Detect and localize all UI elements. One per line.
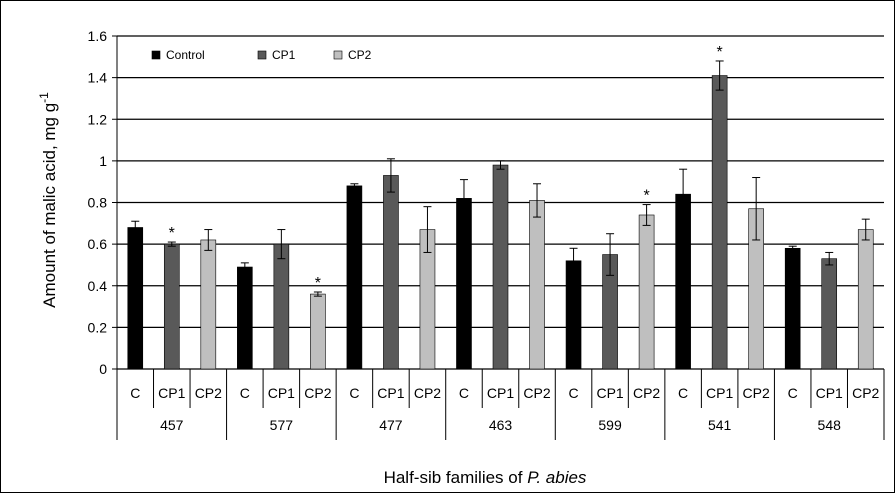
x-category-label: CP2 xyxy=(523,385,550,401)
x-category-label: C xyxy=(130,385,140,401)
bar xyxy=(346,185,363,370)
legend-label: CP1 xyxy=(272,48,296,62)
y-axis: 0 0.2 0.4 0.6 0.8 1 1.2 1.4 1.6 xyxy=(88,28,118,377)
error-bars-layer: * * * * xyxy=(131,44,870,297)
x-group-label: 599 xyxy=(598,417,622,433)
bar xyxy=(200,239,217,370)
x-category-label: CP1 xyxy=(158,385,185,401)
bar xyxy=(492,164,509,370)
x-category-label: C xyxy=(349,385,359,401)
significance-mark: * xyxy=(169,225,175,242)
x-axis: C CP1 CP2 457 C CP1 CP2 577 C CP1 CP2 477 C CP1 CP2 463… xyxy=(116,369,885,440)
y-tick-label: 0.4 xyxy=(88,278,108,294)
x-category-label: C xyxy=(459,385,469,401)
bar xyxy=(711,75,728,370)
x-category-label: C xyxy=(678,385,688,401)
x-category-label: CP1 xyxy=(816,385,843,401)
x-group-label: 541 xyxy=(708,417,732,433)
y-tick-label: 1.6 xyxy=(88,28,108,44)
x-group-label: 457 xyxy=(160,417,184,433)
x-category-label: CP2 xyxy=(633,385,660,401)
x-category-label: CP1 xyxy=(268,385,295,401)
x-category-label: CP1 xyxy=(706,385,733,401)
y-tick-label: 0.2 xyxy=(88,319,108,335)
x-category-label: C xyxy=(568,385,578,401)
y-tick-label: 0.8 xyxy=(88,195,108,211)
bar xyxy=(383,175,399,370)
bar xyxy=(456,198,472,370)
bar xyxy=(675,193,691,370)
bar xyxy=(565,260,582,370)
bar xyxy=(127,227,144,370)
x-group-label: 577 xyxy=(270,417,294,433)
bar xyxy=(237,266,253,370)
legend-swatch xyxy=(257,50,267,60)
y-axis-title: Amount of malic acid, mg g-1 xyxy=(37,92,59,308)
x-group-label: 463 xyxy=(489,417,513,433)
bars-layer xyxy=(127,75,874,370)
x-category-label: CP2 xyxy=(743,385,770,401)
significance-mark: * xyxy=(315,275,321,292)
legend-label: Control xyxy=(166,48,205,62)
x-category-label: CP1 xyxy=(377,385,404,401)
y-tick-label: 1 xyxy=(99,153,107,169)
x-group-label: 477 xyxy=(379,417,403,433)
x-category-label: CP1 xyxy=(596,385,623,401)
y-tick-label: 0.6 xyxy=(88,236,108,252)
x-category-label: C xyxy=(788,385,798,401)
x-category-label: C xyxy=(240,385,250,401)
bar xyxy=(529,200,545,370)
significance-mark: * xyxy=(643,188,649,205)
bar xyxy=(821,258,838,370)
bar xyxy=(638,214,655,370)
bar xyxy=(310,293,326,370)
x-category-label: CP2 xyxy=(304,385,331,401)
significance-mark: * xyxy=(717,44,723,61)
x-axis-title: Half-sib families of P. abies xyxy=(384,468,587,487)
bar xyxy=(784,247,801,370)
y-tick-label: 1.2 xyxy=(88,111,108,127)
y-tick-label: 1.4 xyxy=(88,70,108,86)
bar xyxy=(163,243,180,370)
y-tick-label: 0 xyxy=(99,361,107,377)
x-category-label: CP1 xyxy=(487,385,514,401)
legend: Control CP1 CP2 xyxy=(151,48,372,62)
bar xyxy=(273,243,290,370)
x-category-label: CP2 xyxy=(195,385,222,401)
x-category-label: CP2 xyxy=(852,385,879,401)
legend-swatch xyxy=(333,50,343,60)
bar xyxy=(857,229,874,370)
x-category-label: CP2 xyxy=(414,385,441,401)
legend-swatch xyxy=(151,50,161,60)
legend-label: CP2 xyxy=(348,48,372,62)
x-group-label: 548 xyxy=(818,417,842,433)
